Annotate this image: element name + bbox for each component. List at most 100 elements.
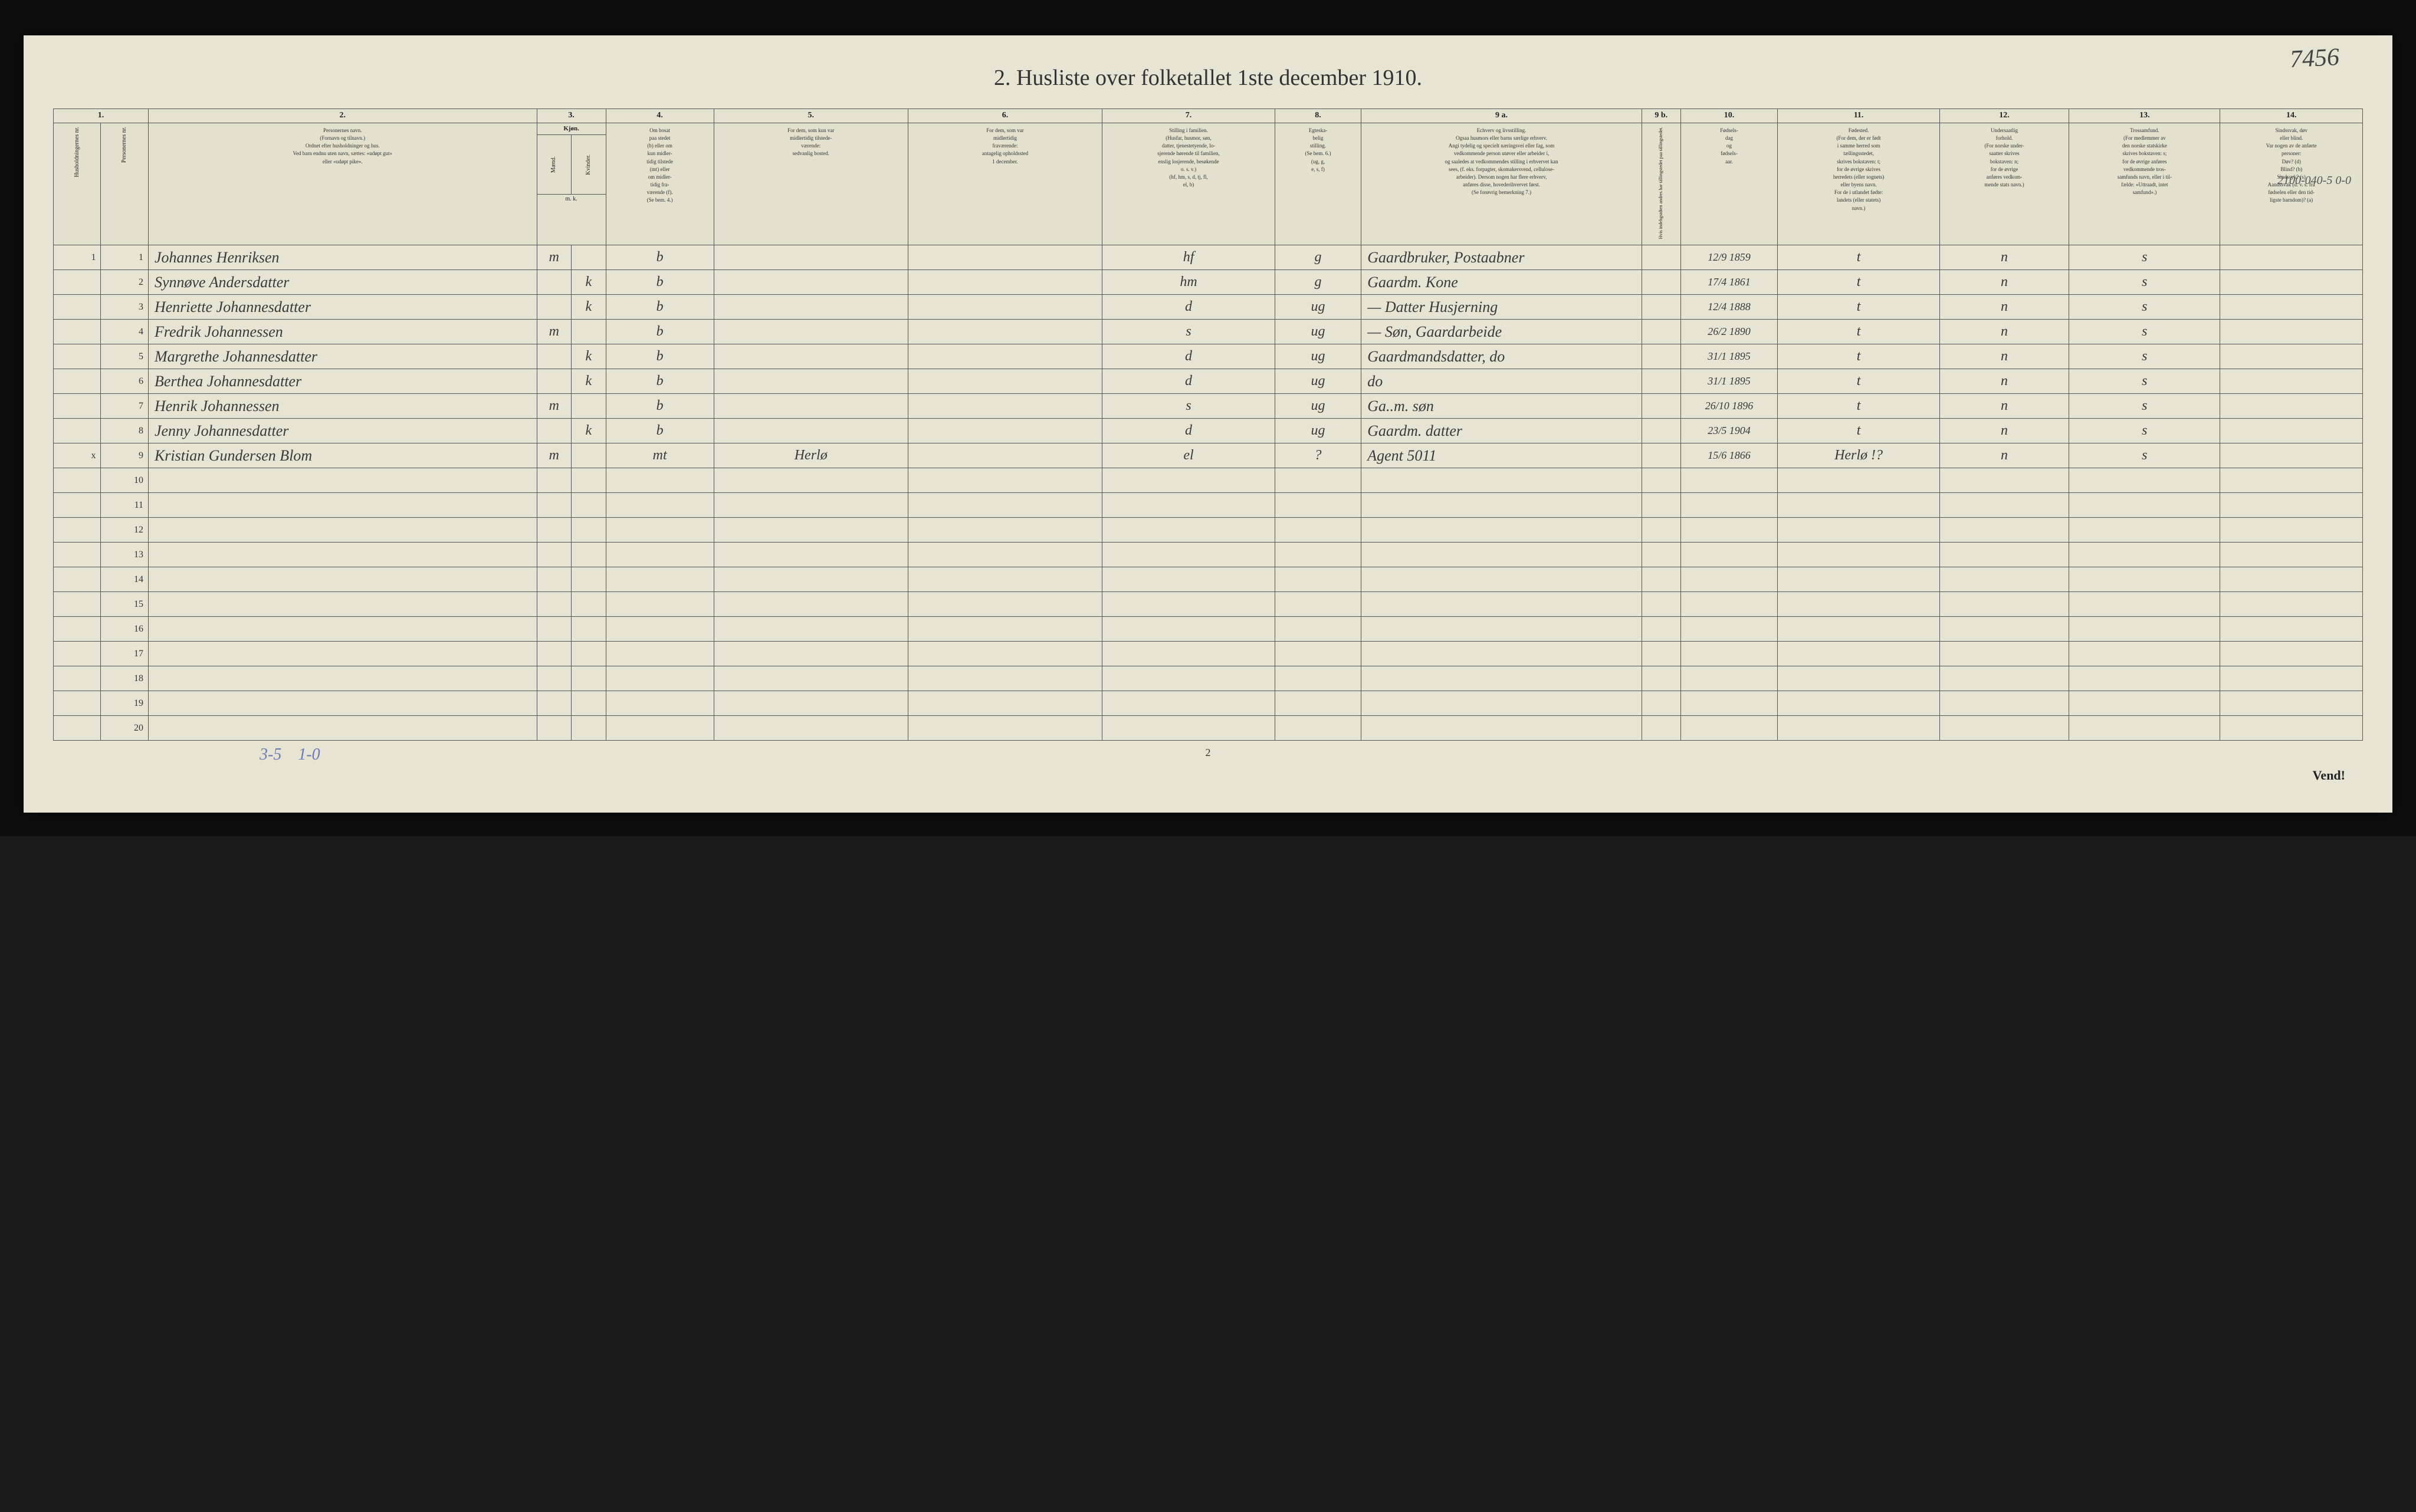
- cell-under: n: [1939, 295, 2069, 320]
- cell-hh: [54, 369, 101, 394]
- cell-empty: [148, 617, 537, 642]
- cell-under: n: [1939, 443, 2069, 468]
- cell-empty: [1642, 617, 1680, 642]
- cell-empty: [714, 493, 908, 518]
- cell-pn: 10: [101, 468, 148, 493]
- cell-m: m: [537, 245, 572, 270]
- cell-9b: [1642, 394, 1680, 419]
- cell-empty: [1680, 666, 1778, 691]
- cell-pn: 2: [101, 270, 148, 295]
- cell-c14: [2220, 245, 2363, 270]
- cell-empty: [1680, 592, 1778, 617]
- cell-c14: [2220, 344, 2363, 369]
- cell-hh: [54, 642, 101, 666]
- cell-empty: [714, 592, 908, 617]
- cell-empty: [2220, 617, 2363, 642]
- col-num-8: 8.: [1275, 109, 1361, 123]
- cell-empty: [1939, 642, 2069, 666]
- cell-hh: [54, 419, 101, 443]
- cell-pn: 14: [101, 567, 148, 592]
- cell-pn: 17: [101, 642, 148, 666]
- header-egteskab: Egteska- belig stilling. (Se bem. 6.) (u…: [1275, 123, 1361, 245]
- cell-9b: [1642, 320, 1680, 344]
- cell-empty: [572, 592, 606, 617]
- cell-empty: [148, 666, 537, 691]
- cell-empty: [1361, 691, 1642, 716]
- cell-egt: ug: [1275, 295, 1361, 320]
- cell-m: m: [537, 320, 572, 344]
- cell-stilling: s: [1102, 320, 1275, 344]
- cell-erhverv: — Datter Husjerning: [1361, 295, 1642, 320]
- cell-under: n: [1939, 394, 2069, 419]
- cell-empty: [148, 691, 537, 716]
- table-row: 2 Synnøve Andersdatter k b hm g Gaardm. …: [54, 270, 2363, 295]
- cell-empty: [537, 543, 572, 567]
- cell-pn: 16: [101, 617, 148, 642]
- page-annotation-handwritten: 7456: [2289, 43, 2340, 74]
- cell-empty: [1275, 567, 1361, 592]
- cell-9b: [1642, 245, 1680, 270]
- cell-hh: [54, 295, 101, 320]
- cell-name: Henriette Johannesdatter: [148, 295, 537, 320]
- cell-egt: g: [1275, 270, 1361, 295]
- header-tilstede: For dem, som kun var midlertidig tilsted…: [714, 123, 908, 245]
- cell-empty: [606, 543, 714, 567]
- cell-empty: [1102, 691, 1275, 716]
- cell-empty: [606, 592, 714, 617]
- cell-empty: [1680, 642, 1778, 666]
- cell-empty: [1680, 567, 1778, 592]
- cell-empty: [1642, 543, 1680, 567]
- cell-9b: [1642, 344, 1680, 369]
- table-row: 4 Fredrik Johannessen m b s ug — Søn, Ga…: [54, 320, 2363, 344]
- cell-empty: [1939, 691, 2069, 716]
- cell-empty: [606, 493, 714, 518]
- cell-pn: 12: [101, 518, 148, 543]
- header-kjon: Kjøn. Mænd. Kvinder. m. k.: [537, 123, 606, 245]
- cell-k: k: [572, 419, 606, 443]
- cell-empty: [2069, 642, 2220, 666]
- cell-empty: [1778, 592, 1939, 617]
- col-num-2: 2.: [148, 109, 537, 123]
- cell-pn: 1: [101, 245, 148, 270]
- cell-empty: [2220, 567, 2363, 592]
- cell-9b: [1642, 369, 1680, 394]
- cell-tro: s: [2069, 320, 2220, 344]
- col-num-10: 10.: [1680, 109, 1778, 123]
- cell-egt: ug: [1275, 394, 1361, 419]
- cell-res: b: [606, 394, 714, 419]
- header-erhverv: Echverv og livsstilling. Ogsaa husmors e…: [1361, 123, 1642, 245]
- cell-fodsel: 31/1 1895: [1680, 344, 1778, 369]
- cell-empty: [572, 691, 606, 716]
- cell-c6: [908, 443, 1102, 468]
- cell-egt: ug: [1275, 344, 1361, 369]
- header-undersaat: Undersaatlig forhold. (For norske under-…: [1939, 123, 2069, 245]
- cell-empty: [1939, 666, 2069, 691]
- cell-c5: Herlø: [714, 443, 908, 468]
- cell-pn: 6: [101, 369, 148, 394]
- cell-fodsel: 31/1 1895: [1680, 369, 1778, 394]
- cell-empty: [714, 617, 908, 642]
- cell-empty: [714, 543, 908, 567]
- cell-c6: [908, 369, 1102, 394]
- cell-fodsel: 15/6 1866: [1680, 443, 1778, 468]
- cell-tro: s: [2069, 419, 2220, 443]
- cell-empty: [1778, 468, 1939, 493]
- census-table-body: 1 1 Johannes Henriksen m b hf g Gaardbru…: [54, 245, 2363, 741]
- cell-empty: [2069, 592, 2220, 617]
- cell-empty: [606, 666, 714, 691]
- cell-empty: [1680, 493, 1778, 518]
- cell-empty: [1361, 592, 1642, 617]
- cell-under: n: [1939, 245, 2069, 270]
- table-row: 3 Henriette Johannesdatter k b d ug — Da…: [54, 295, 2363, 320]
- cell-under: n: [1939, 344, 2069, 369]
- cell-stilling: hm: [1102, 270, 1275, 295]
- cell-hh: x: [54, 443, 101, 468]
- cell-empty: [2220, 543, 2363, 567]
- cell-tro: s: [2069, 344, 2220, 369]
- cell-tro: s: [2069, 443, 2220, 468]
- cell-m: [537, 369, 572, 394]
- cell-tro: s: [2069, 245, 2220, 270]
- cell-empty: [148, 567, 537, 592]
- cell-fodested: t: [1778, 295, 1939, 320]
- cell-9b: [1642, 419, 1680, 443]
